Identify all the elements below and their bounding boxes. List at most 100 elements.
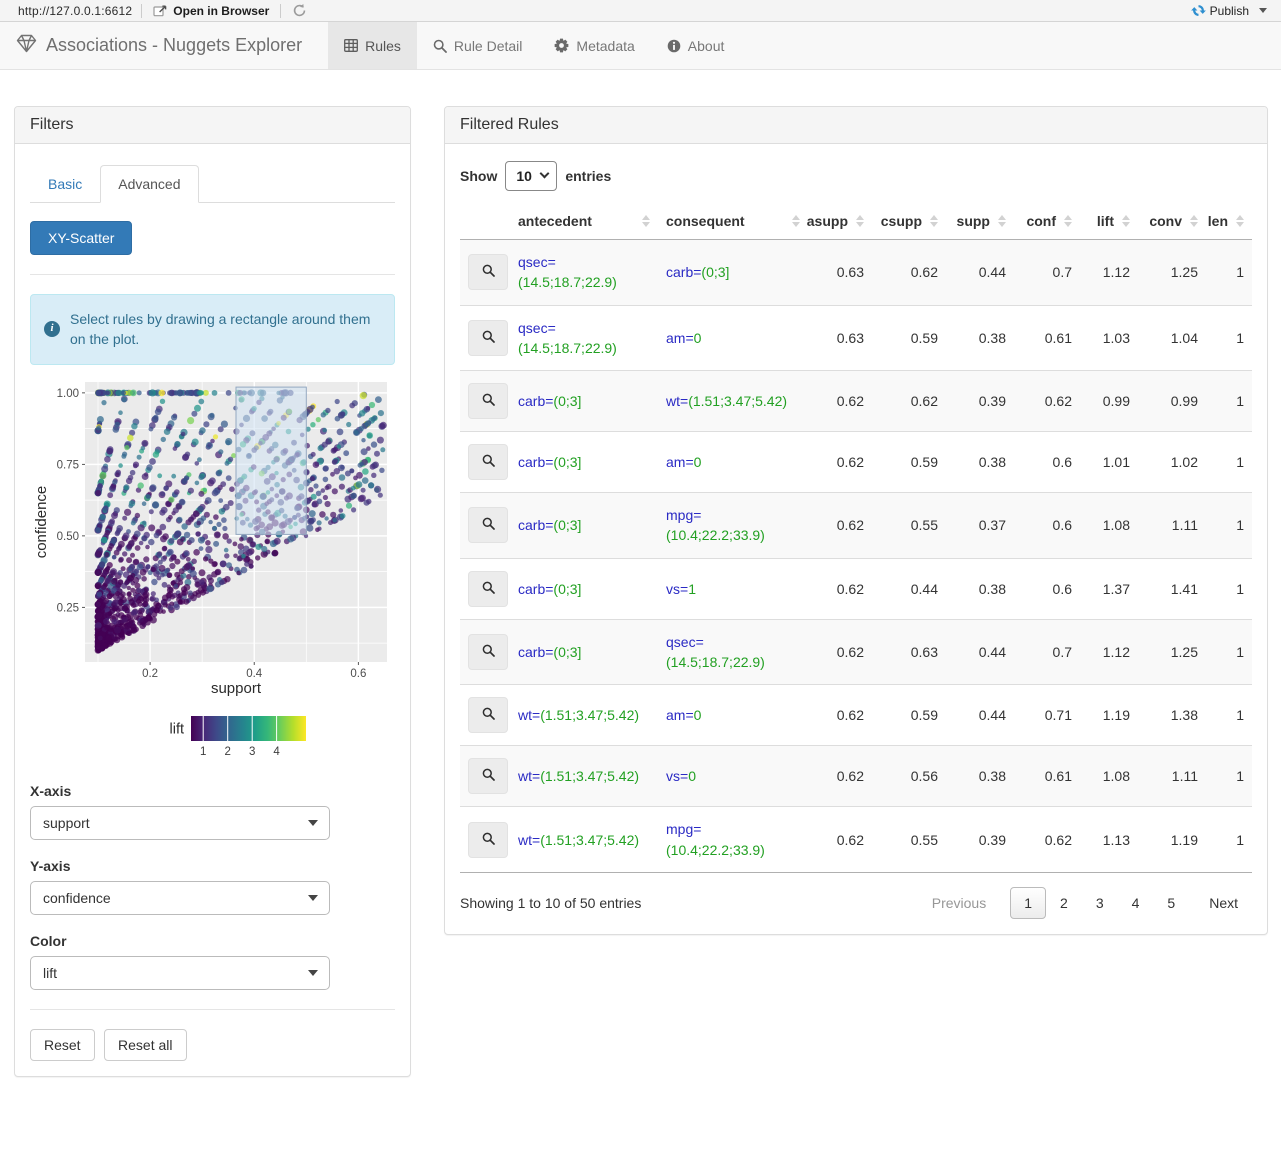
nav-tabs: Rules Rule Detail Metadata About (328, 22, 740, 69)
asupp-cell: 0.62 (808, 492, 872, 559)
inspect-rule-button[interactable] (468, 254, 508, 291)
antecedent-cell: wt=(1.51;3.47;5.42) (510, 745, 658, 807)
asupp-cell: 0.62 (808, 370, 872, 432)
conv-cell: 1.38 (1138, 684, 1206, 746)
len-cell: 1 (1206, 806, 1252, 873)
tab-basic[interactable]: Basic (48, 176, 83, 192)
svg-text:0.6: 0.6 (350, 668, 366, 680)
viewer-toolbar: http://127.0.0.1:6612 Open in Browser Pu… (0, 0, 1281, 22)
inspect-rule-button[interactable] (468, 319, 508, 356)
antecedent-cell: carb=(0;3] (510, 557, 658, 620)
previous-page-button[interactable]: Previous (931, 894, 987, 911)
inspect-rule-button[interactable] (468, 507, 508, 544)
antecedent-cell: carb=(0;3] (510, 431, 658, 493)
reset-all-button[interactable]: Reset all (104, 1028, 187, 1061)
y-axis-select[interactable]: confidence (30, 880, 330, 915)
column-header-lift[interactable]: lift (1080, 205, 1138, 240)
supp-cell: 0.38 (946, 557, 1014, 620)
inspect-rule-button[interactable] (468, 634, 508, 671)
next-page-button[interactable]: Next (1209, 894, 1238, 911)
svg-text:2: 2 (224, 746, 230, 758)
main-content: Filters Basic Advanced XY-Scatter i Sele… (0, 70, 1281, 1107)
item-value: 0 (693, 329, 702, 346)
consequent-cell: am=0 (658, 304, 808, 371)
lift-cell: 1.03 (1080, 304, 1138, 371)
sort-arrows-icon[interactable] (1236, 215, 1244, 227)
sort-arrows-icon[interactable] (856, 215, 864, 227)
app-brand: Associations - Nuggets Explorer (0, 22, 328, 69)
supp-cell: 0.38 (946, 431, 1014, 493)
column-header-consequent[interactable]: consequent (658, 205, 808, 240)
column-header-conv[interactable]: conv (1138, 205, 1206, 240)
inspect-rule-button[interactable] (468, 444, 508, 481)
rule-row: carb=(0;3] qsec=(14.5;18.7;22.9) 0.62 0.63 0… (460, 618, 1252, 685)
svg-text:confidence: confidence (33, 485, 50, 558)
len-cell: 1 (1206, 618, 1252, 685)
reset-button[interactable]: Reset (30, 1028, 95, 1061)
xy-scatter-button[interactable]: XY-Scatter (30, 221, 133, 255)
open-in-browser-button[interactable]: Open in Browser (151, 4, 271, 18)
sort-arrows-icon[interactable] (642, 215, 650, 227)
scatter-plot-svg[interactable]: 0.2 0.4 0.6 0.25 0.50 0.75 1.00 support confiden… (32, 379, 392, 764)
tab-about[interactable]: About (651, 22, 741, 69)
inspect-rule-button[interactable] (468, 821, 508, 858)
table-icon (344, 39, 359, 52)
sort-arrows-icon[interactable] (792, 215, 800, 227)
sort-arrows-icon[interactable] (930, 215, 938, 227)
x-axis-select-wrap: support (30, 805, 330, 840)
inspect-rule-button[interactable] (468, 570, 508, 607)
svg-text:1.00: 1.00 (57, 387, 79, 399)
x-axis-select[interactable]: support (30, 805, 330, 840)
refresh-icon (292, 3, 307, 18)
tab-advanced[interactable]: Advanced (100, 165, 199, 203)
tab-rules[interactable]: Rules (328, 22, 417, 69)
column-header-antecedent[interactable]: antecedent (510, 205, 658, 240)
csupp-cell: 0.62 (872, 370, 946, 432)
conf-cell: 0.7 (1052, 264, 1072, 281)
svg-text:0.4: 0.4 (246, 668, 263, 680)
publish-button[interactable]: Publish (1189, 3, 1275, 18)
sort-arrows-icon[interactable] (998, 215, 1006, 227)
page-button-3[interactable]: 3 (1095, 894, 1104, 911)
page-button-4[interactable]: 4 (1131, 894, 1140, 911)
color-select-wrap: lift (30, 955, 330, 990)
sort-arrows-icon[interactable] (1122, 215, 1130, 227)
tab-rule-detail[interactable]: Rule Detail (417, 22, 538, 69)
svg-text:0.50: 0.50 (57, 530, 79, 542)
rule-row: carb=(0;3] am=0 0.62 0.59 0.38 0.6 1.01 1.02 1 (460, 431, 1252, 493)
y-axis-label: Y-axis (30, 857, 71, 874)
inspect-rule-button[interactable] (468, 697, 508, 734)
sort-arrows-icon[interactable] (1190, 215, 1198, 227)
conf-cell: 0.61 (1014, 745, 1080, 807)
page-size-select[interactable]: 10 (505, 161, 558, 191)
page-button-5[interactable]: 5 (1167, 894, 1176, 911)
conf-cell: 0.62 (1014, 370, 1080, 432)
tab-metadata[interactable]: Metadata (538, 22, 650, 69)
tab-label: Rule Detail (453, 37, 523, 54)
page-button-2[interactable]: 2 (1060, 894, 1068, 911)
column-header-len[interactable]: len (1206, 205, 1252, 240)
gem-icon (16, 34, 37, 58)
page-button-1[interactable]: 1 (1010, 886, 1047, 919)
table-footer: Showing 1 to 10 of 50 entries Previous 1 2… (460, 873, 1252, 919)
column-header-conf[interactable]: conf (1014, 205, 1080, 240)
magnifier-icon (482, 454, 495, 470)
sort-arrows-icon[interactable] (1064, 215, 1072, 227)
refresh-button[interactable] (290, 3, 309, 18)
svg-text:lift: lift (170, 721, 185, 737)
item-variable: wt= (518, 768, 541, 785)
y-axis-select-wrap: confidence (30, 880, 330, 915)
column-header-supp[interactable]: supp (946, 205, 1014, 240)
asupp-cell: 0.62 (808, 557, 872, 620)
conv-cell: 1.04 (1138, 304, 1206, 371)
inspect-rule-button[interactable] (468, 383, 508, 420)
item-value: 1 (688, 580, 696, 597)
column-header-asupp[interactable]: asupp (807, 205, 872, 240)
item-variable: wt= (666, 393, 689, 410)
color-select[interactable]: lift (30, 955, 330, 990)
column-header-csupp[interactable]: csupp (872, 205, 946, 240)
scatter-plot[interactable]: 0.2 0.4 0.6 0.25 0.50 0.75 1.00 support confiden… (32, 379, 395, 769)
item-variable: carb= (518, 643, 554, 660)
csupp-cell: 0.62 (910, 264, 938, 281)
inspect-rule-button[interactable] (468, 758, 508, 795)
